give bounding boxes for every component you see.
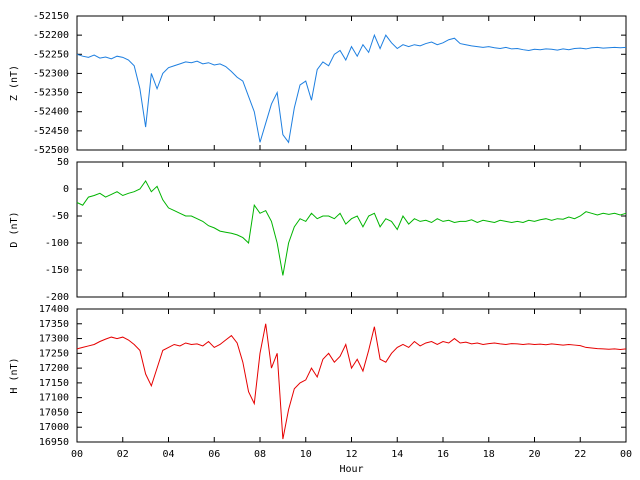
y-tick-label: -52500 — [33, 145, 69, 156]
y-tick-label: 17350 — [39, 319, 69, 330]
x-tick-label: 00 — [71, 449, 83, 460]
y-tick-label: -52150 — [33, 11, 69, 22]
y-tick-label: -52450 — [33, 126, 69, 137]
y-tick-label: 17000 — [39, 422, 69, 433]
y-tick-label: 17300 — [39, 334, 69, 345]
x-tick-label: 18 — [483, 449, 495, 460]
y-tick-label: 17400 — [39, 304, 69, 315]
y-tick-label: 50 — [57, 157, 69, 168]
y-tick-label: -50 — [51, 211, 69, 222]
y-tick-label: -200 — [45, 292, 69, 303]
data-line — [76, 179, 627, 276]
y-tick-label: 17150 — [39, 378, 69, 389]
x-tick-label: 00 — [620, 449, 632, 460]
x-tick-label: 22 — [574, 449, 586, 460]
y-tick-label: -52400 — [33, 107, 69, 118]
y-tick-label: 17200 — [39, 363, 69, 374]
y-axis-label: Z (nT) — [9, 65, 20, 101]
y-tick-label: 17250 — [39, 348, 69, 359]
x-tick-label: 04 — [162, 449, 174, 460]
x-tick-label: 12 — [345, 449, 357, 460]
x-tick-label: 14 — [391, 449, 403, 460]
y-tick-label: -150 — [45, 265, 69, 276]
y-tick-label: -100 — [45, 238, 69, 249]
x-tick-label: 02 — [117, 449, 129, 460]
y-tick-label: 17050 — [39, 407, 69, 418]
x-tick-label: 20 — [528, 449, 540, 460]
y-tick-label: 0 — [63, 184, 69, 195]
y-axis-label: H (nT) — [9, 357, 20, 393]
y-tick-label: -52200 — [33, 30, 69, 41]
data-line — [76, 323, 627, 440]
y-tick-label: -52300 — [33, 68, 69, 79]
data-line — [76, 33, 627, 144]
y-tick-label: -52250 — [33, 49, 69, 60]
x-tick-label: 16 — [437, 449, 449, 460]
x-tick-label: 06 — [208, 449, 220, 460]
x-tick-label: 08 — [254, 449, 266, 460]
y-tick-label: 16950 — [39, 437, 69, 448]
x-axis-label: Hour — [339, 464, 363, 475]
y-axis-label: D (nT) — [9, 211, 20, 247]
y-tick-label: -52350 — [33, 88, 69, 99]
x-tick-label: 10 — [300, 449, 312, 460]
y-tick-label: 17100 — [39, 393, 69, 404]
